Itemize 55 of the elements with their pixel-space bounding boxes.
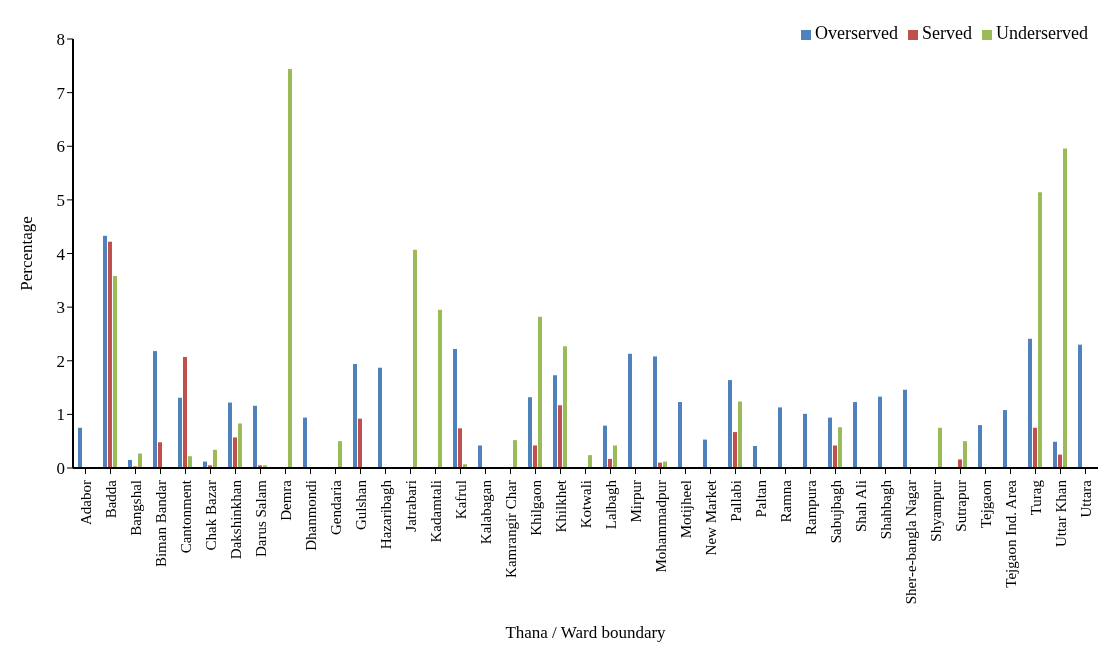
x-tick-label: Shahbagh: [877, 479, 894, 540]
x-tick-label: Sutrapur: [952, 480, 969, 532]
x-tick-label: Kadamtali: [427, 480, 444, 543]
y-tick-label: 0: [56, 459, 65, 479]
y-tick-label: 1: [56, 405, 65, 425]
y-tick-label: 5: [56, 190, 65, 210]
x-tick-label: Dhanmondi: [302, 480, 319, 551]
x-tick-label: Jatrabari: [402, 480, 419, 532]
y-tick-label: 7: [56, 83, 66, 103]
x-tick-label: Bangshal: [127, 480, 144, 536]
x-tick-label: Hazaribagh: [377, 479, 394, 550]
y-axis-title: Percentage: [17, 216, 37, 291]
x-tick-label: Kamrangir Char: [502, 480, 519, 578]
y-tick-label: 2: [56, 351, 65, 371]
x-tick-label: Demra: [277, 479, 294, 521]
x-tick-label: Tejgaon Ind. Area: [1002, 479, 1019, 588]
x-tick-label: Khilgaon: [527, 479, 544, 536]
x-tick-label: Turag: [1027, 479, 1044, 516]
x-tick-label: Paltan: [752, 479, 769, 518]
x-tick-label: Kotwali: [577, 480, 594, 529]
x-tick-label: Cantonment: [177, 479, 194, 554]
x-tick-label: Ramna: [777, 479, 794, 523]
x-tick-label: Badda: [102, 479, 119, 519]
x-tick-label: Sabujbagh: [827, 479, 844, 544]
x-tick-label: Lalbagh: [602, 479, 619, 530]
x-axis-title: Thana / Ward boundary: [505, 623, 667, 642]
x-tick-label: Motijheel: [677, 480, 694, 539]
legend-label: Served: [922, 23, 973, 43]
x-tick-label: Khilkhet: [552, 479, 569, 533]
x-tick-label: Mirpur: [627, 480, 644, 523]
x-tick-label: Darus Salam: [252, 479, 269, 558]
y-tick-label: 3: [56, 298, 65, 318]
x-tick-label: Biman Bandar: [152, 480, 169, 568]
x-tick-label: Uttara: [1077, 479, 1094, 518]
x-tick-label: Kafrul: [452, 480, 469, 520]
x-tick-label: Gendaria: [327, 479, 344, 535]
x-tick-label: Mohammadpur: [652, 480, 669, 573]
legend-label: Underserved: [996, 23, 1088, 43]
x-tick-label: Kalabagan: [477, 479, 494, 545]
x-tick-label: Shah Ali: [852, 480, 869, 533]
y-tick-label: 4: [56, 244, 66, 264]
x-tick-label: Pallabi: [727, 480, 744, 522]
x-tick-label: Tejgaon: [977, 479, 994, 529]
x-tick-label: Gulshan: [352, 479, 369, 530]
y-tick-label: 6: [56, 137, 65, 157]
y-tick-label: 8: [56, 30, 65, 50]
x-tick-label: Chak Bazar: [202, 480, 219, 551]
x-tick-label: Uttar Khan: [1052, 479, 1069, 548]
x-tick-label: New Market: [702, 479, 719, 556]
x-tick-label: Shyampur: [927, 480, 944, 542]
x-tick-label: Adabor: [77, 480, 94, 525]
legend-label: Overserved: [815, 23, 899, 43]
x-tick-label: Dakshinkhan: [227, 479, 244, 560]
x-tick-label: Sher-e-bangla Nagar: [902, 480, 919, 605]
x-tick-label: Rampura: [802, 479, 819, 535]
